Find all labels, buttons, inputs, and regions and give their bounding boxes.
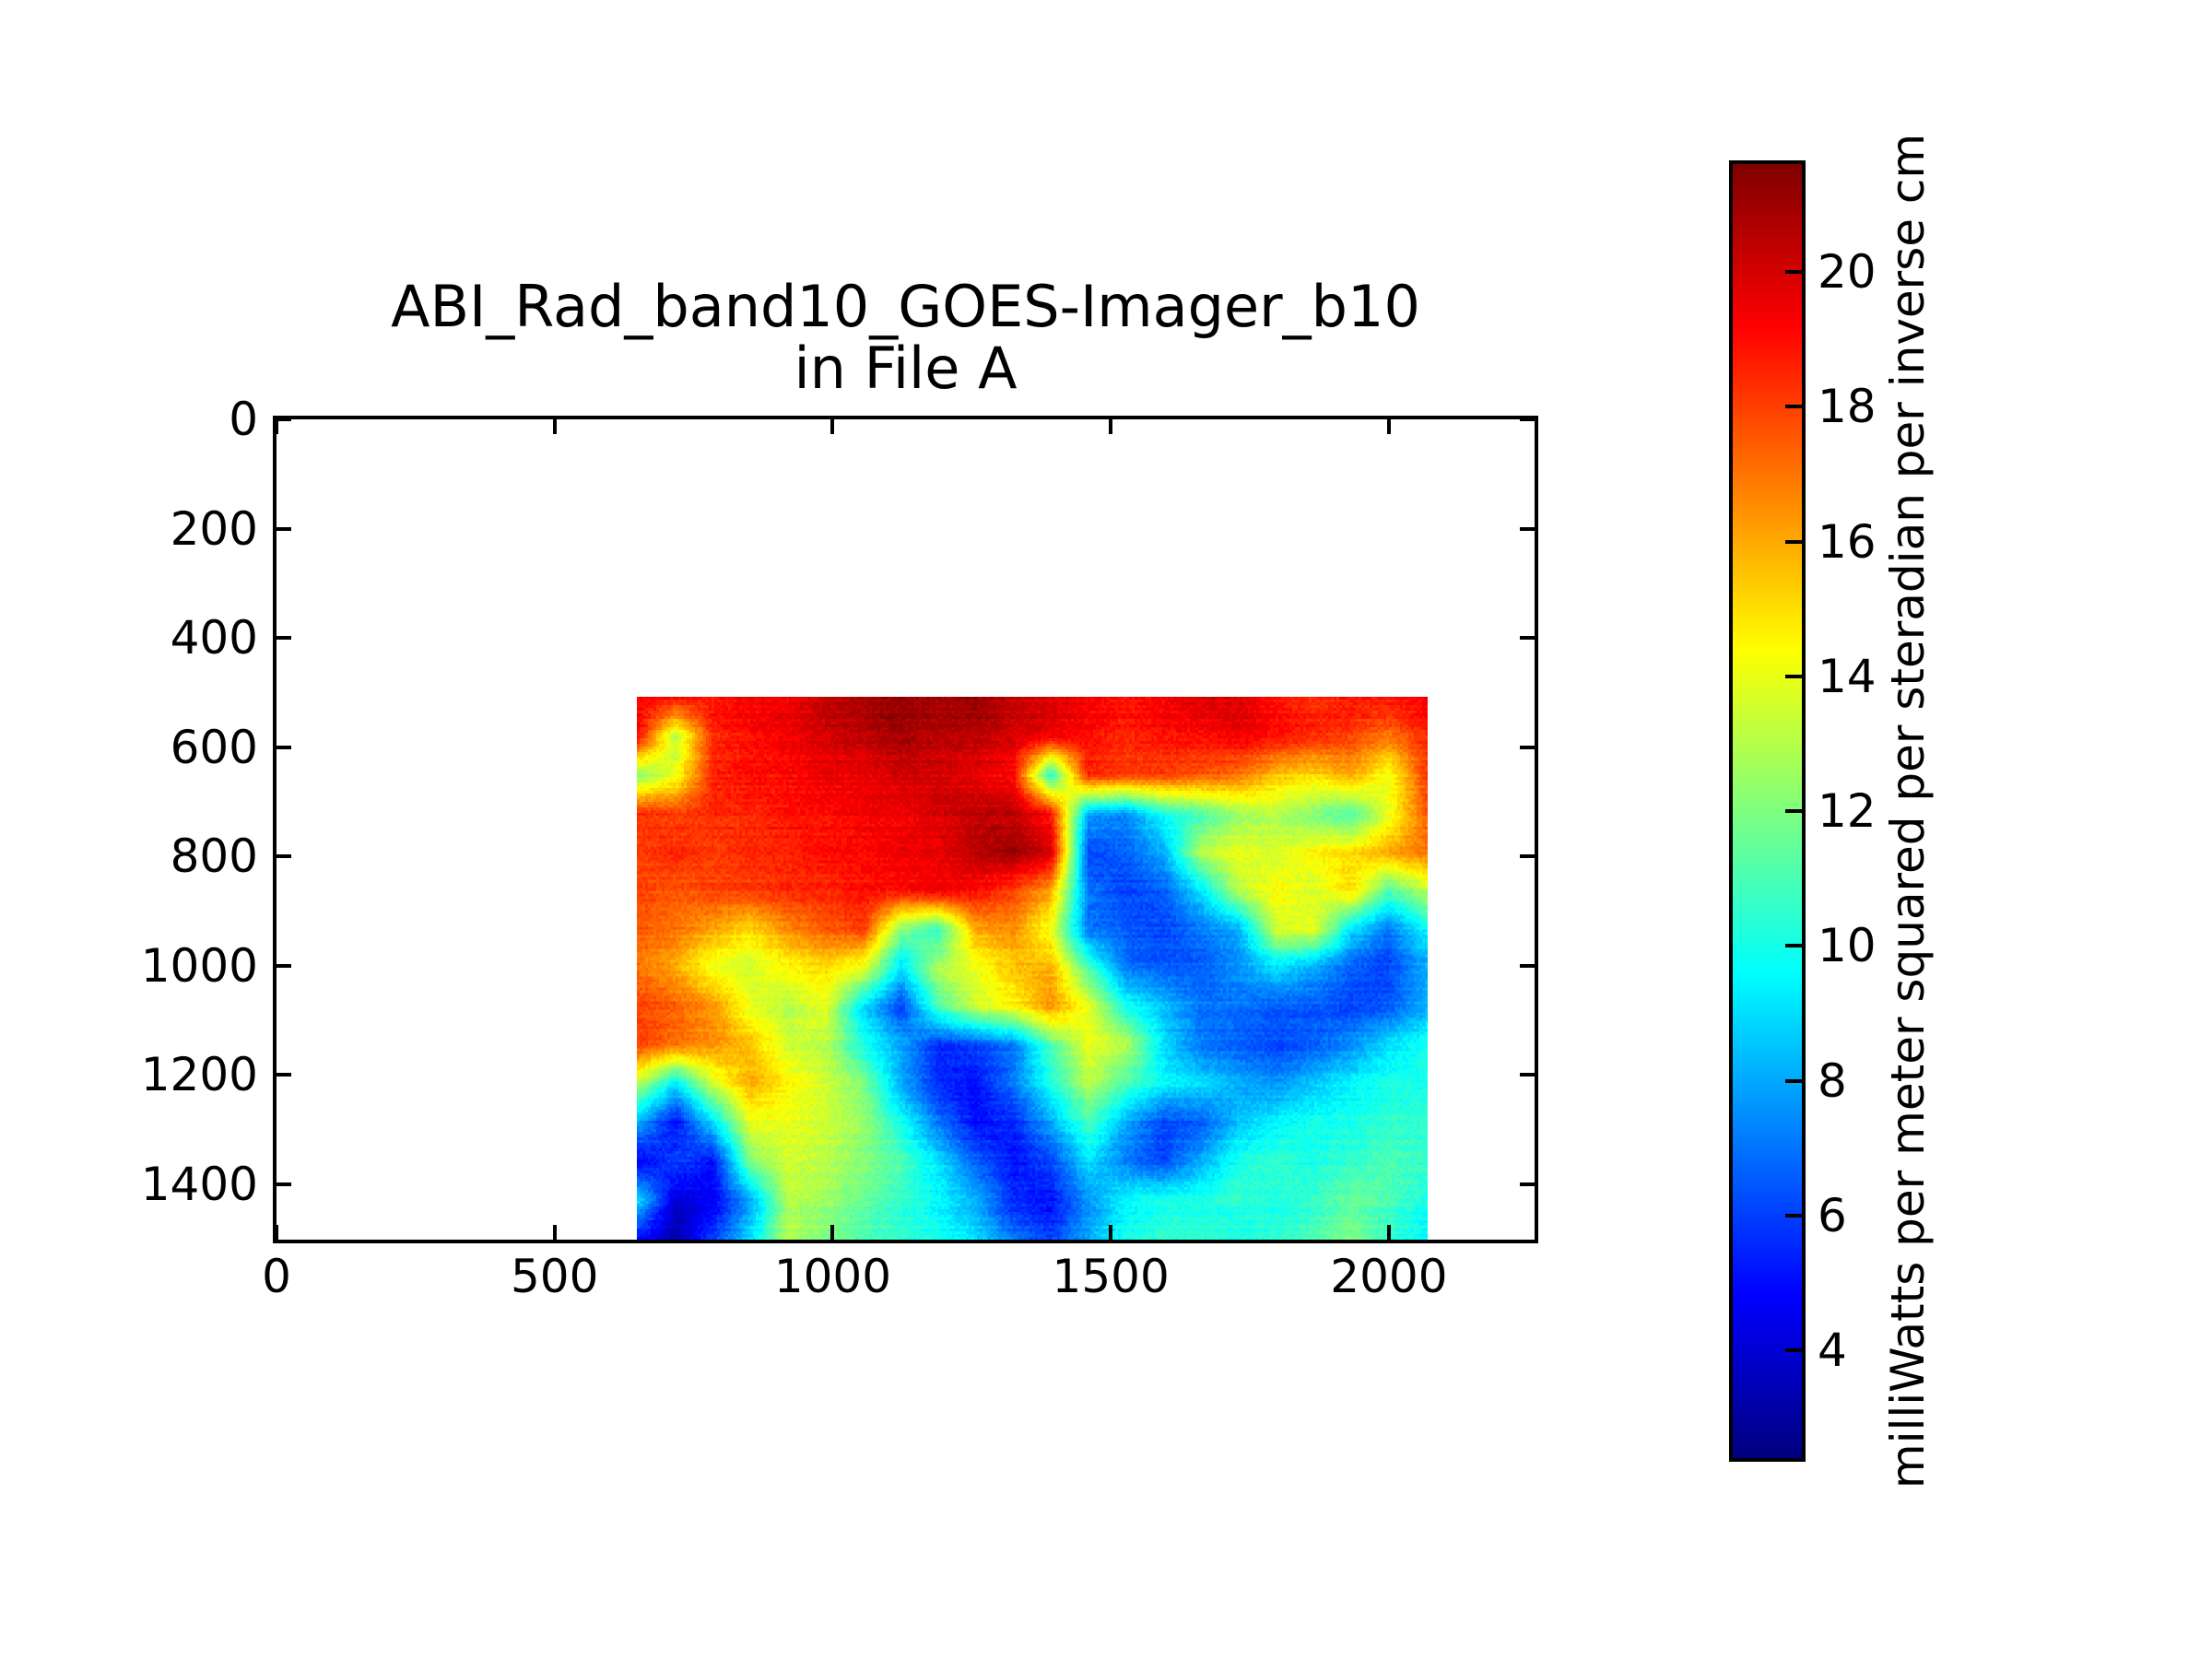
x-tick-mark-top — [830, 419, 835, 434]
y-tick-mark-right — [1520, 854, 1535, 859]
y-tick-mark-right — [1520, 745, 1535, 749]
chart-title-line1: ABI_Rad_band10_GOES-Imager_b10 — [391, 273, 1420, 340]
y-tick-mark-right — [1520, 526, 1535, 531]
colorbar-tick-mark — [1785, 1213, 1802, 1218]
y-tick-mark — [276, 1073, 291, 1077]
y-tick-mark — [276, 418, 291, 421]
y-tick-label: 1400 — [140, 1157, 258, 1211]
x-tick-label: 1500 — [1052, 1250, 1170, 1303]
x-tick-label: 1000 — [773, 1250, 892, 1303]
colorbar-tick-mark — [1785, 270, 1802, 274]
y-tick-mark — [276, 963, 291, 968]
colorbar-tick-label: 8 — [1818, 1053, 1847, 1108]
y-tick-label: 1000 — [140, 938, 258, 993]
y-tick-mark — [276, 854, 291, 859]
heatmap-image — [637, 697, 1429, 1240]
x-tick-label: 0 — [262, 1250, 291, 1303]
y-tick-label: 600 — [170, 720, 258, 774]
y-tick-mark-right — [1520, 963, 1535, 968]
x-tick-mark-top — [1109, 419, 1113, 434]
colorbar-tick-mark — [1785, 539, 1802, 544]
colorbar-tick-mark — [1785, 1348, 1802, 1352]
colorbar-tick-mark — [1785, 809, 1802, 813]
x-tick-label: 500 — [511, 1250, 599, 1303]
x-tick-mark-top — [275, 419, 278, 434]
y-tick-label: 200 — [170, 501, 258, 556]
colorbar-tick-label: 18 — [1818, 380, 1877, 434]
colorbar-tick-label: 4 — [1818, 1324, 1847, 1377]
x-tick-mark — [1109, 1225, 1113, 1240]
y-tick-label: 800 — [170, 830, 258, 884]
y-tick-mark-right — [1520, 418, 1535, 421]
colorbar-tick-label: 14 — [1818, 649, 1877, 703]
x-tick-mark — [552, 1225, 557, 1240]
y-tick-mark — [276, 636, 291, 641]
colorbar-tick-label: 6 — [1818, 1188, 1847, 1242]
y-tick-mark — [276, 526, 291, 531]
colorbar-tick-label: 12 — [1818, 784, 1877, 838]
x-tick-label: 2000 — [1330, 1250, 1448, 1303]
y-tick-label: 400 — [170, 611, 258, 665]
x-tick-mark-top — [552, 419, 557, 434]
y-tick-mark — [276, 745, 291, 749]
y-tick-mark — [276, 1182, 291, 1186]
colorbar-tick-label: 10 — [1818, 919, 1877, 973]
x-tick-mark-top — [1386, 419, 1391, 434]
colorbar-tick-label: 20 — [1818, 245, 1877, 299]
chart-title: ABI_Rad_band10_GOES-Imager_b10 in File A — [276, 276, 1535, 399]
colorbar-tick-mark — [1785, 944, 1802, 948]
colorbar-tick-label: 16 — [1818, 514, 1877, 569]
y-tick-label: 1200 — [140, 1048, 258, 1102]
y-tick-mark-right — [1520, 636, 1535, 641]
chart-title-line2: in File A — [794, 335, 1018, 402]
y-tick-mark-right — [1520, 1182, 1535, 1186]
x-tick-mark — [830, 1225, 835, 1240]
y-tick-label: 0 — [229, 393, 258, 446]
colorbar-tick-mark — [1785, 405, 1802, 409]
colorbar-tick-mark — [1785, 674, 1802, 678]
x-tick-mark — [1386, 1225, 1391, 1240]
x-tick-mark — [275, 1225, 278, 1240]
y-tick-mark-right — [1520, 1073, 1535, 1077]
colorbar-axis-label: milliWatts per meter squared per steradi… — [1881, 133, 1935, 1489]
colorbar-tick-mark — [1785, 1078, 1802, 1083]
